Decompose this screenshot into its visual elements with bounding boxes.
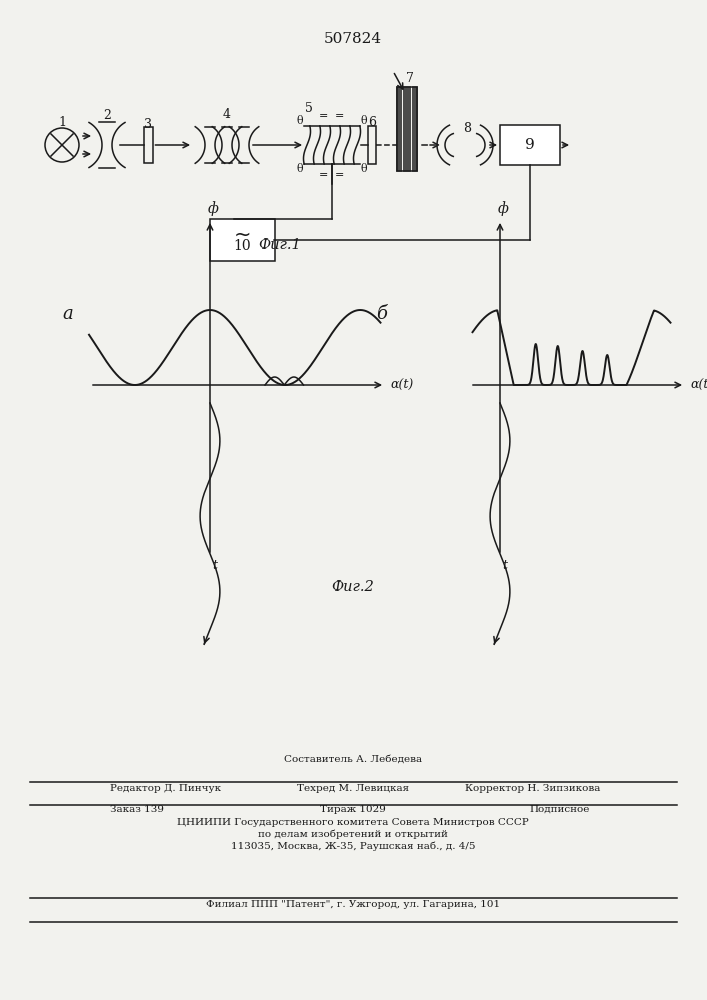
Text: =: =	[335, 170, 345, 180]
Text: =: =	[335, 111, 345, 121]
Text: по делам изобретений и открытий: по делам изобретений и открытий	[258, 830, 448, 839]
Text: 1: 1	[58, 116, 66, 129]
Bar	[209, 219, 274, 261]
Text: θ: θ	[361, 116, 368, 126]
Text: t: t	[503, 559, 508, 572]
Text: Корректор Н. Зипзикова: Корректор Н. Зипзикова	[464, 784, 600, 793]
Text: 7: 7	[406, 73, 414, 86]
Bar	[368, 126, 376, 164]
Text: θ: θ	[297, 164, 303, 174]
Bar	[500, 125, 560, 165]
Text: Редактор Д. Пинчук: Редактор Д. Пинчук	[110, 784, 221, 793]
Text: =: =	[320, 111, 329, 121]
Text: Подписное: Подписное	[530, 805, 590, 814]
Text: =: =	[320, 170, 329, 180]
Text: б: б	[377, 305, 387, 323]
Text: 5: 5	[305, 103, 313, 115]
Bar	[397, 87, 417, 171]
Text: Филиал ППП "Патент", г. Ужгород, ул. Гагарина, 101: Филиал ППП "Патент", г. Ужгород, ул. Гаг…	[206, 900, 500, 909]
Text: Техред М. Левицкая: Техред М. Левицкая	[297, 784, 409, 793]
Text: ~: ~	[233, 225, 251, 245]
Text: 113035, Москва, Ж-35, Раушская наб., д. 4/5: 113035, Москва, Ж-35, Раушская наб., д. …	[230, 842, 475, 851]
Text: Составитель А. Лебедева: Составитель А. Лебедева	[284, 755, 422, 764]
Text: Фиг.2: Фиг.2	[332, 580, 375, 594]
Text: 2: 2	[103, 109, 111, 122]
Text: 9: 9	[525, 138, 535, 152]
Bar	[144, 127, 153, 163]
Text: 4: 4	[223, 108, 231, 121]
Text: θ: θ	[361, 164, 368, 174]
Text: ЦНИИПИ Государственного комитета Совета Министров СССР: ЦНИИПИ Государственного комитета Совета …	[177, 818, 529, 827]
Text: α(t): α(t)	[390, 378, 414, 391]
Text: Тираж 1029: Тираж 1029	[320, 805, 386, 814]
Text: 10: 10	[233, 239, 251, 253]
Text: Фиг.1: Фиг.1	[259, 238, 301, 252]
Text: t: t	[213, 559, 218, 572]
Text: а: а	[63, 305, 74, 323]
Text: 3: 3	[144, 117, 152, 130]
Text: 507824: 507824	[324, 32, 382, 46]
Text: θ: θ	[297, 116, 303, 126]
Text: ф: ф	[498, 201, 508, 216]
Text: 8: 8	[463, 121, 471, 134]
Text: ф: ф	[208, 201, 218, 216]
Text: α(t): α(t)	[690, 378, 707, 391]
Text: 6: 6	[368, 115, 376, 128]
Text: Заказ 139: Заказ 139	[110, 805, 164, 814]
